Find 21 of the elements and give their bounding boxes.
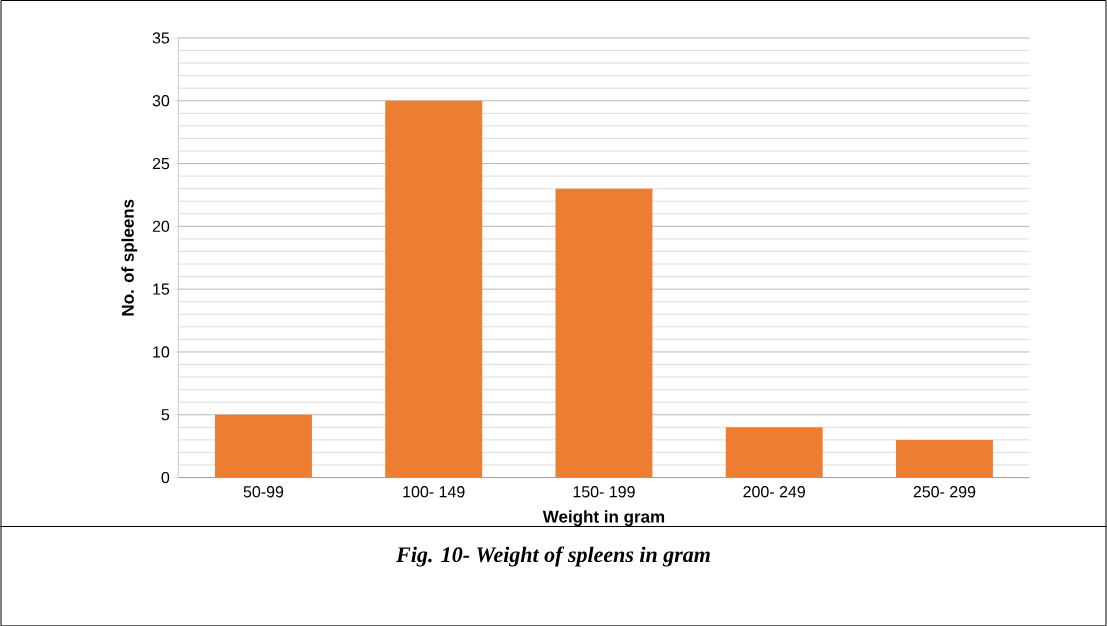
x-axis-title: Weight in gram xyxy=(542,510,665,526)
x-tick-label: 150- 199 xyxy=(573,485,635,498)
y-tick-label: 30 xyxy=(152,94,170,107)
x-tick-label: 50-99 xyxy=(243,485,284,498)
y-tick-label: 5 xyxy=(161,408,170,421)
x-tick-label: 100- 149 xyxy=(403,485,465,498)
bar xyxy=(385,100,483,478)
y-tick-label: 0 xyxy=(161,471,170,484)
y-tick-label: 10 xyxy=(153,346,170,358)
y-tick-label: 20 xyxy=(152,220,170,232)
y-tick-label: 25 xyxy=(152,157,170,170)
text: Fig. 10- Weight of spleens in gram xyxy=(396,546,710,567)
y-tick-label: 35 xyxy=(152,32,170,44)
y-tick-label: 15 xyxy=(153,283,170,295)
x-tick-label: 200- 249 xyxy=(743,485,805,498)
bar xyxy=(895,439,993,478)
bar xyxy=(555,188,653,478)
bar xyxy=(215,414,312,478)
bar xyxy=(725,427,823,478)
x-tick-label: 250- 299 xyxy=(913,485,976,498)
y-axis-title: No. of spleens xyxy=(121,199,138,316)
